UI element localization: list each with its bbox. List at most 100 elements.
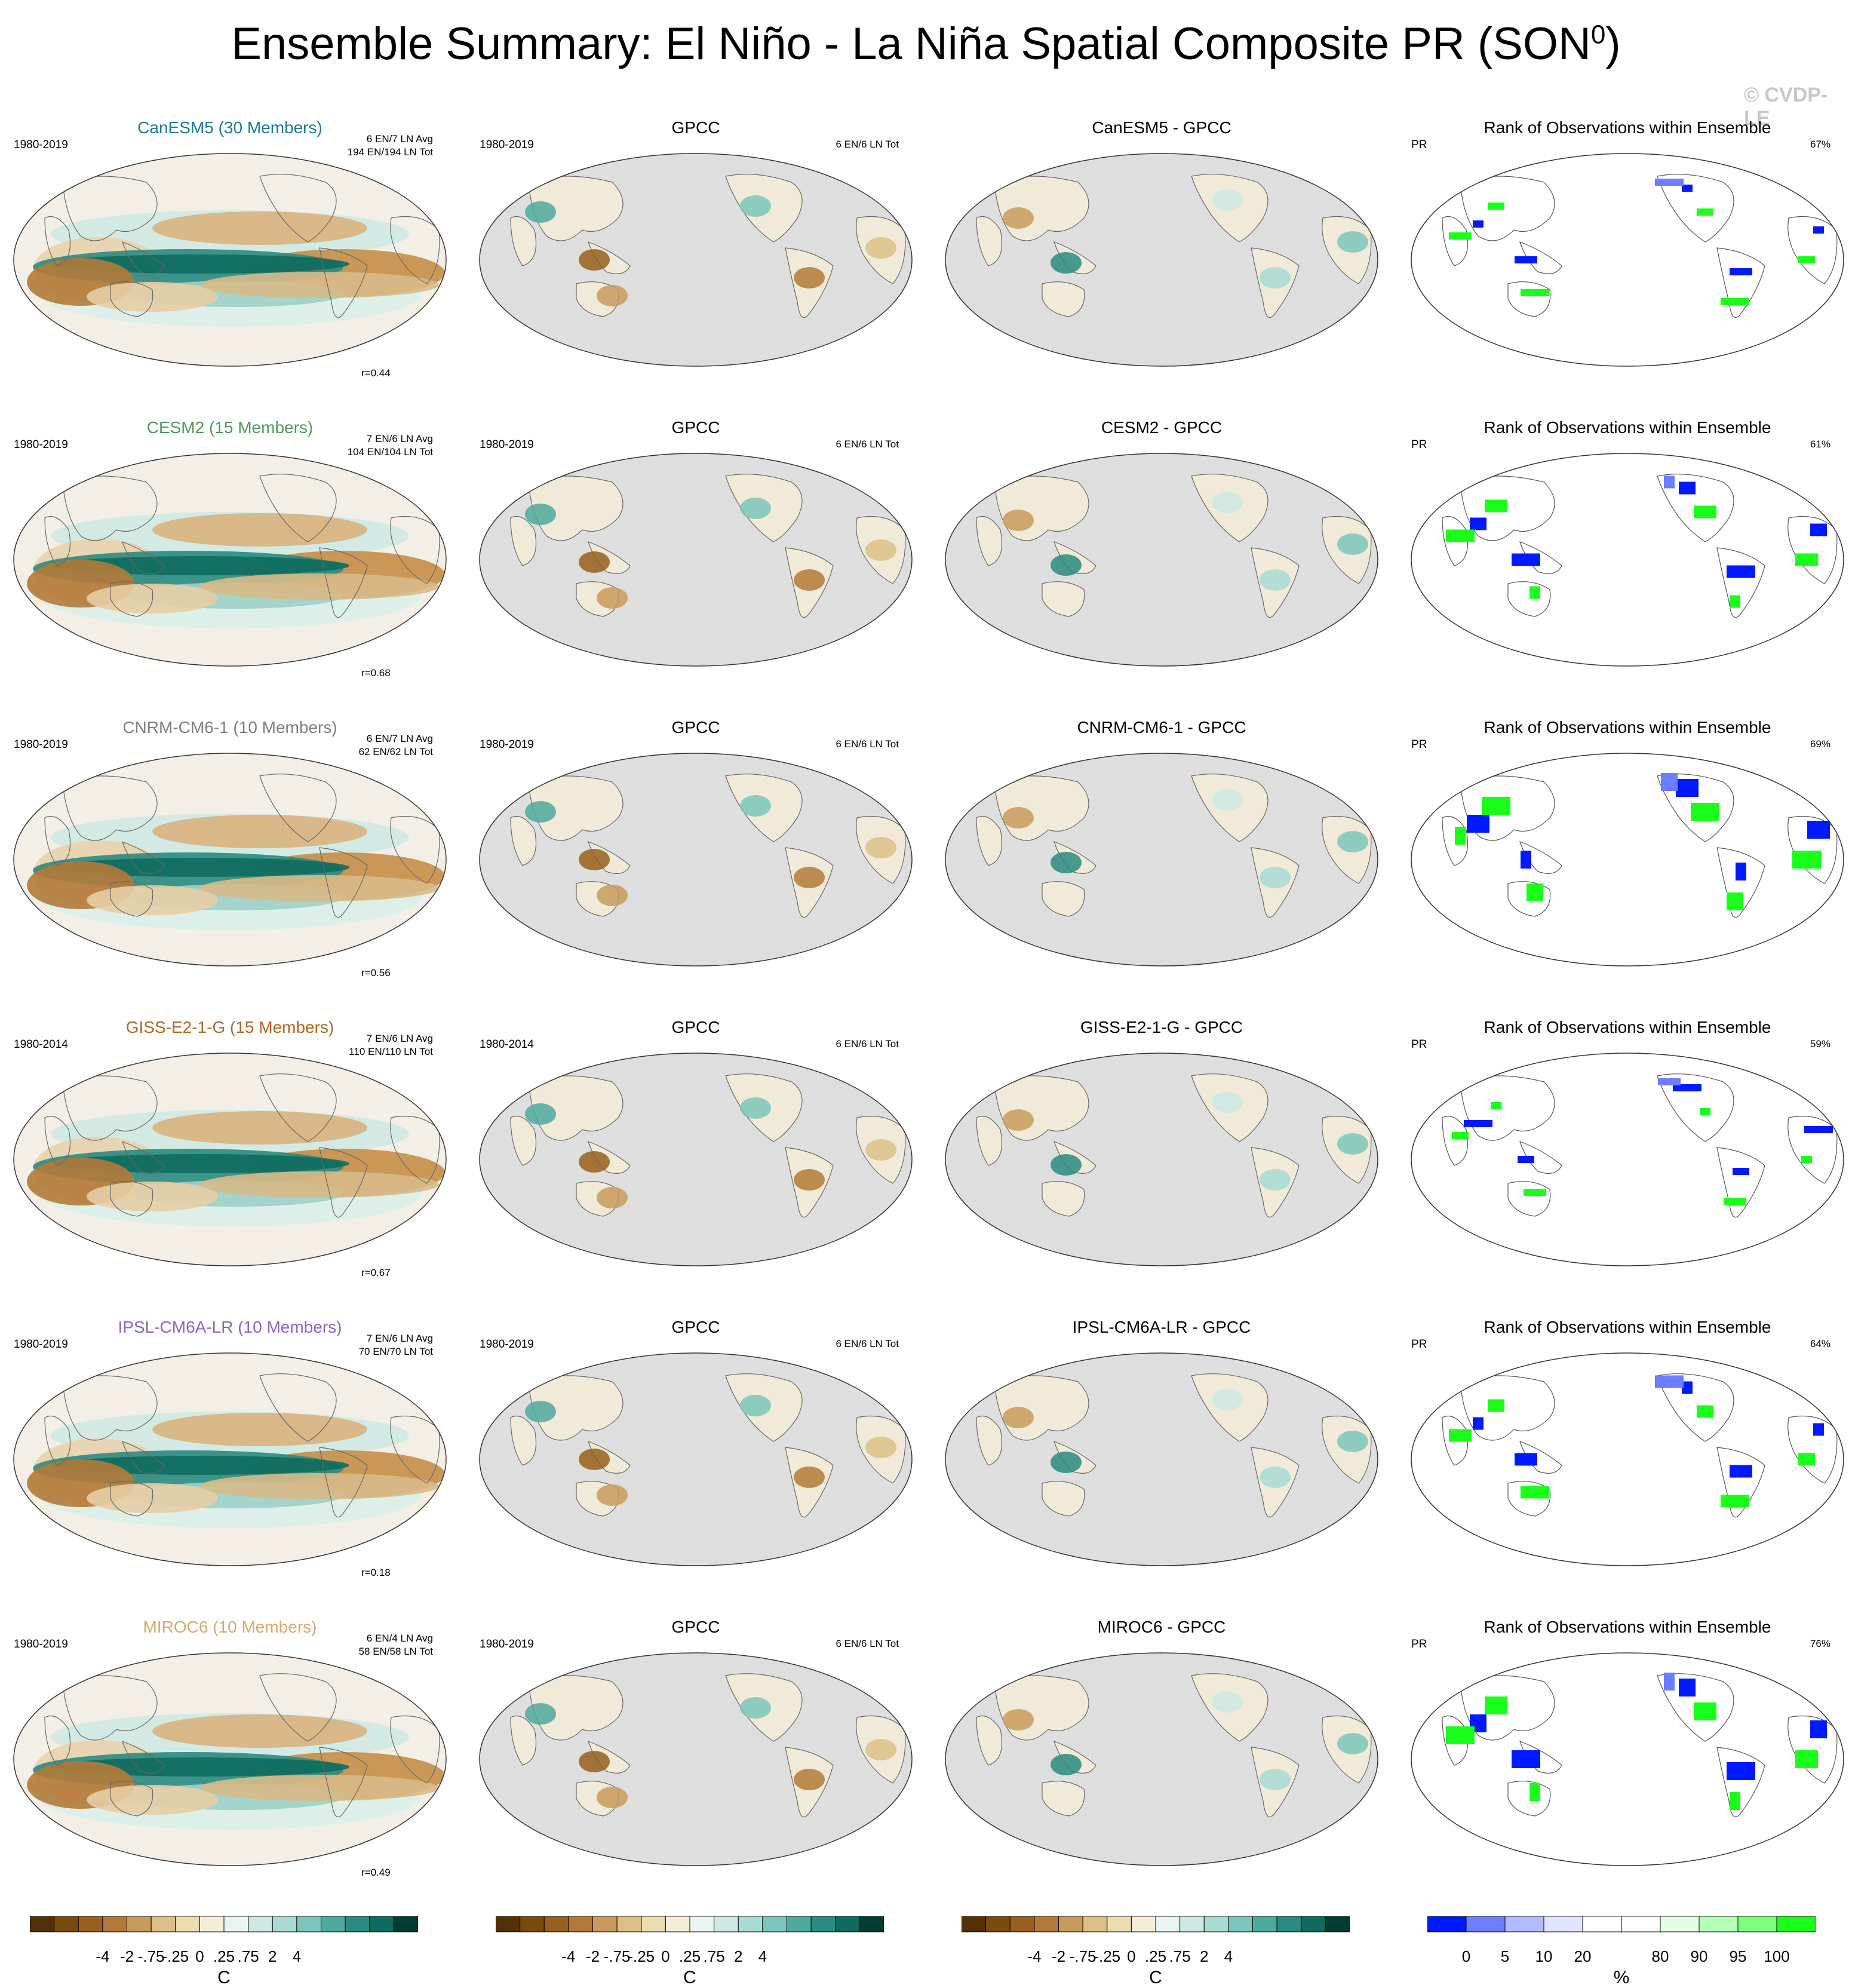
anomaly-region	[740, 195, 771, 217]
pattern-correlation: r=0.56	[361, 967, 391, 978]
continent-outline	[122, 1140, 165, 1174]
continent-outline	[528, 475, 624, 541]
continent-outline	[319, 1747, 368, 1818]
rank-cell	[1676, 779, 1699, 797]
colorbar-tick-label: .25	[1144, 1947, 1167, 1965]
colorbar-box	[1466, 1916, 1506, 1932]
map-rank	[1411, 1652, 1844, 1866]
continent-outline	[110, 581, 153, 617]
colorbar-box	[543, 1916, 569, 1932]
rank-cell	[1798, 256, 1815, 263]
obs-panel: GPCC 1980-2014 6 EN/6 LN Tot	[475, 995, 917, 1294]
model-title: CESM2 (15 Members)	[146, 418, 314, 437]
rank-cell	[1664, 475, 1675, 489]
anomaly-region	[794, 267, 825, 289]
anomaly-region	[1212, 189, 1243, 211]
colorbar-box	[1776, 1916, 1816, 1932]
anomaly-region	[1212, 1389, 1243, 1410]
continent-outline	[976, 1715, 1003, 1766]
model-title: IPSL-CM6A-LR (10 Members)	[118, 1318, 342, 1336]
rank-cell	[1727, 1762, 1755, 1780]
anomaly-region	[579, 849, 610, 870]
period-label: 1980-2019	[14, 738, 68, 751]
colorbar-tick-label: 2	[734, 1947, 743, 1965]
colorbar-box	[54, 1916, 79, 1932]
anomaly-region	[152, 1714, 367, 1748]
obs-event-count: 6 EN/6 LN Tot	[836, 438, 899, 450]
colorbar-box	[78, 1916, 103, 1932]
rank-cell	[1727, 565, 1755, 578]
anomaly-region	[597, 1187, 628, 1208]
colorbar-box	[1082, 1916, 1108, 1932]
period-label: 1980-2014	[480, 1038, 534, 1051]
continent-outline	[1460, 176, 1555, 241]
anomaly-region	[579, 1751, 610, 1772]
row-3: CNRM-CM6-1 (10 Members) 1980-2019 6 EN/7 L…	[0, 695, 1852, 994]
globe-border	[1411, 453, 1844, 667]
rank-cell	[1661, 773, 1678, 791]
colorbar-tick-label: 0	[1127, 1947, 1136, 1965]
rank-cell	[1795, 1750, 1818, 1768]
map-rank	[1411, 453, 1844, 667]
continent-outline	[528, 1375, 624, 1441]
continent-outline	[44, 1715, 71, 1766]
model-title: MIROC6 (10 Members)	[143, 1618, 317, 1636]
globe-border	[1411, 753, 1844, 967]
event-count-total: 58 EN/58 LN Tot	[358, 1646, 433, 1657]
continent-outline	[44, 815, 71, 866]
globe-border	[13, 1652, 447, 1866]
colorbar-box	[1301, 1916, 1326, 1932]
colorbar-box	[345, 1916, 370, 1932]
period-label: 1980-2019	[480, 139, 534, 151]
colorbar-tick-label: -.75	[1069, 1947, 1097, 1965]
rank-percent: 64%	[1810, 1338, 1830, 1349]
rank-panel: Rank of Observations within Ensemble PR 64…	[1406, 1295, 1848, 1594]
anomaly-region	[1051, 1754, 1082, 1775]
anomaly-region	[794, 867, 825, 888]
map-diff	[945, 1652, 1378, 1866]
anomaly-region	[597, 587, 628, 609]
colorbar-tick-label: .25	[678, 1947, 701, 1965]
globe-border	[479, 1652, 913, 1866]
anomaly-region	[740, 1097, 771, 1119]
anomaly-region	[740, 1395, 771, 1416]
obs-panel: GPCC 1980-2019 6 EN/6 LN Tot	[475, 695, 917, 994]
rank-cell	[1527, 883, 1543, 901]
anomaly-region	[152, 1111, 367, 1145]
continent-outline	[1657, 174, 1734, 243]
rank-panel: Rank of Observations within Ensemble PR 59…	[1406, 995, 1848, 1294]
colorbar-tick-label: .75	[1169, 1947, 1191, 1965]
rank-cell	[1470, 517, 1486, 530]
colorbar-box	[199, 1916, 225, 1932]
colorbar-box	[1621, 1916, 1661, 1932]
anomaly-region	[1003, 1407, 1034, 1428]
rank-cell	[1694, 505, 1716, 519]
rank-cell	[1798, 1453, 1815, 1466]
continent-outline	[122, 241, 165, 274]
globe-border	[945, 453, 1378, 667]
continent-outline	[1042, 281, 1085, 317]
pattern-correlation: r=0.49	[361, 1867, 391, 1878]
row-5: IPSL-CM6A-LR (10 Members) 1980-2019 7 EN/6…	[0, 1295, 1852, 1594]
anomaly-region	[1051, 252, 1082, 274]
anomaly-region	[1337, 1733, 1368, 1754]
row-1: CanESM5 (30 Members) 1980-2019 6 EN/7 LN A…	[0, 96, 1852, 394]
rank-title: Rank of Observations within Ensemble	[1484, 118, 1771, 137]
continent-outline	[976, 815, 1003, 866]
continent-outline	[390, 516, 440, 584]
rank-cell	[1452, 1132, 1469, 1139]
rank-cell	[1529, 586, 1540, 599]
anomaly-region	[1051, 1452, 1082, 1473]
colorbar-box	[592, 1916, 618, 1932]
rank-variable: PR	[1411, 438, 1427, 451]
colorbar-tick-label: -.75	[603, 1947, 631, 1965]
continent-outline	[1042, 881, 1085, 917]
anomaly-region	[152, 211, 367, 245]
continent-outline	[1042, 581, 1085, 617]
rank-percent: 59%	[1810, 1038, 1830, 1050]
colorbar-unit: C	[1149, 1968, 1162, 1987]
continent-outline	[110, 281, 153, 317]
colorbar-tick-label: 5	[1500, 1947, 1510, 1965]
diff-title: IPSL-CM6A-LR - GPCC	[1072, 1318, 1251, 1336]
rank-cell	[1721, 1495, 1749, 1508]
